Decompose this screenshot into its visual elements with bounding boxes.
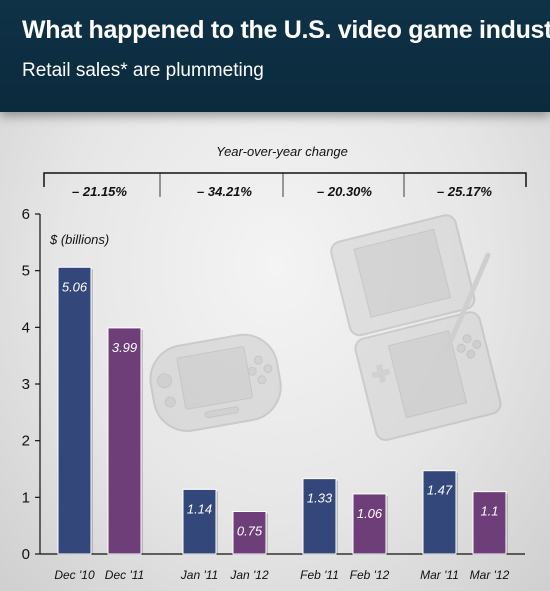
bar — [472, 491, 507, 555]
bar — [352, 493, 387, 555]
x-tick-label: Jan '11 — [180, 568, 218, 582]
x-tick-label: Dec '10 — [54, 568, 95, 582]
yoy-change-label: – 25.17% — [437, 184, 492, 199]
y-axis-unit-label: $ (billions) — [49, 232, 109, 247]
bar — [57, 266, 92, 555]
bar-value-label: 0.75 — [237, 524, 263, 539]
x-tick-label: Jan '12 — [229, 568, 269, 582]
x-tick-label: Feb '12 — [350, 568, 390, 582]
handheld-console-illustration — [149, 333, 282, 432]
yoy-bracket — [43, 172, 527, 197]
bar-value-label: 1.1 — [480, 504, 498, 519]
x-tick-label: Mar '12 — [470, 568, 510, 582]
y-tick-label: 3 — [22, 376, 30, 393]
bar-value-label: 1.33 — [307, 491, 333, 506]
y-tick-label: 2 — [22, 433, 30, 450]
bar-value-label: 1.06 — [357, 506, 383, 521]
bar — [232, 511, 267, 555]
header-banner: What happened to the U.S. video game ind… — [0, 0, 550, 112]
y-tick-label: 4 — [22, 319, 30, 336]
handheld-console-illustration-2 — [330, 214, 502, 441]
bar-value-label: 1.47 — [427, 483, 453, 498]
page-subtitle: Retail sales* are plummeting — [22, 60, 264, 81]
y-tick-label: 5 — [22, 263, 30, 280]
bar — [422, 470, 457, 555]
bar — [182, 488, 217, 555]
x-tick-label: Mar '11 — [420, 568, 459, 582]
y-tick-label: 0 — [22, 546, 30, 563]
x-tick-label: Dec '11 — [105, 568, 144, 582]
yoy-change-label: – 20.30% — [317, 184, 372, 199]
bar — [302, 478, 337, 555]
y-tick-label: 1 — [22, 489, 30, 506]
bar-value-label: 3.99 — [112, 340, 137, 355]
page-title: What happened to the U.S. video game ind… — [22, 16, 550, 44]
bracket-line — [43, 172, 527, 187]
y-tick-label: 6 — [22, 206, 30, 223]
yoy-change-label: – 34.21% — [197, 184, 252, 199]
bar-value-label: 1.14 — [187, 501, 212, 516]
x-tick-label: Feb '11 — [300, 568, 339, 582]
bar — [107, 327, 142, 555]
yoy-change-label: – 21.15% — [72, 184, 127, 199]
yoy-title: Year-over-year change — [216, 144, 348, 159]
bar-value-label: 5.06 — [62, 279, 88, 294]
